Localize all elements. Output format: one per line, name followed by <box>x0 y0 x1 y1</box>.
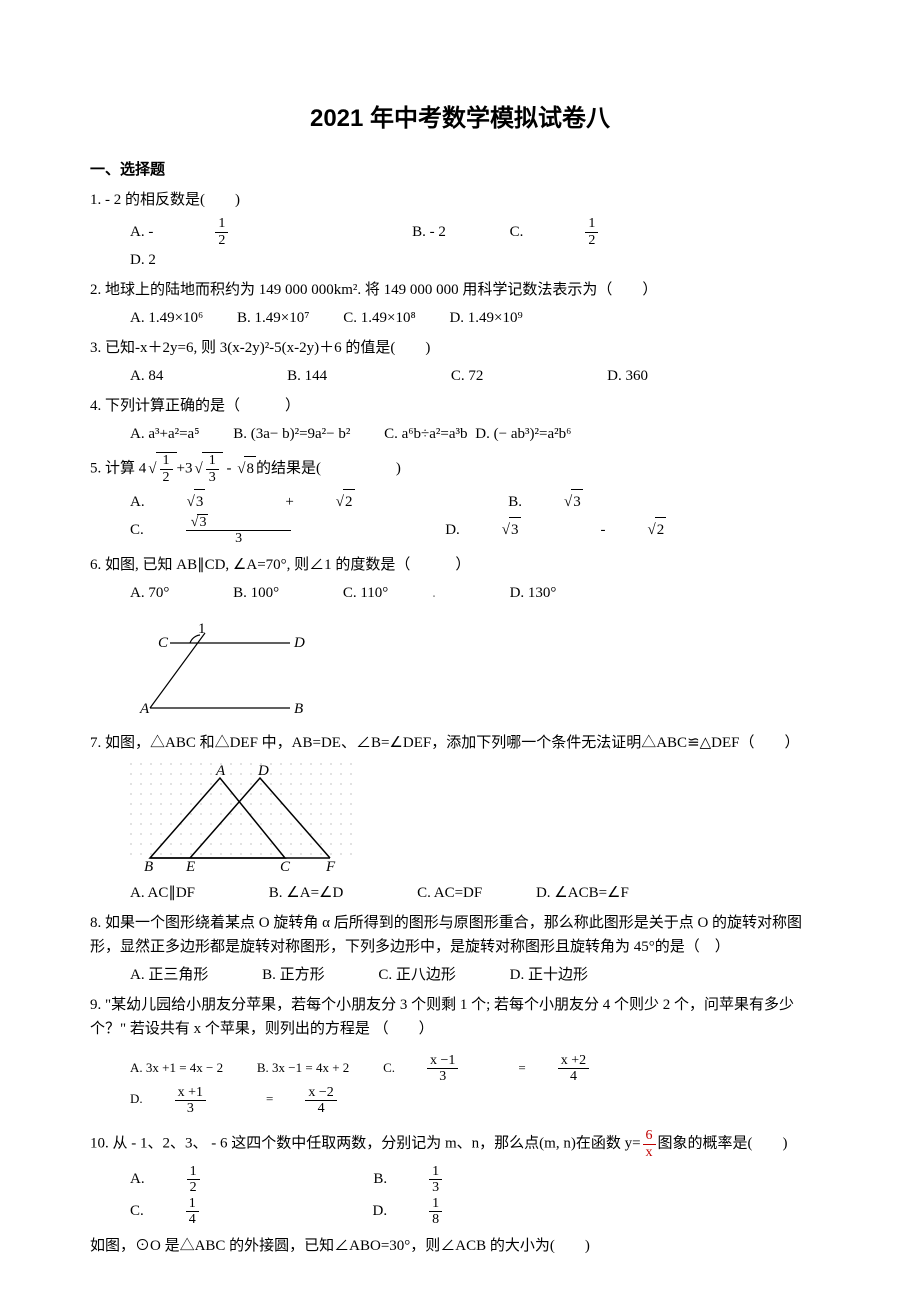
q6-opt-c: C. 110° <box>343 581 388 605</box>
question-1: 1. - 2 的相反数是( ) <box>90 188 830 212</box>
q4-opt-c: C. a⁶b÷a²=a³b <box>384 422 467 446</box>
q6-opt-a: A. 70° <box>130 581 169 605</box>
question-5-options: A. 3 +2 B. 3 C. 33 D. 3 - 2 <box>90 489 830 547</box>
svg-text:1: 1 <box>198 621 206 637</box>
q7-opt-b: B. ∠A=∠D <box>269 881 344 905</box>
q3-opt-d: D. 360 <box>607 364 648 388</box>
question-6: 6. 如图, 已知 AB∥CD, ∠A=70°, 则∠1 的度数是（ ） <box>90 553 830 577</box>
svg-text:B: B <box>294 701 303 717</box>
q10-opt-c: C. 14 <box>130 1196 279 1228</box>
q3-opt-b: B. 144 <box>287 364 327 388</box>
q4-opt-a: A. a³+a²=a⁵ <box>130 422 199 446</box>
q6-figure: C D A B 1 <box>130 613 330 723</box>
q4-opt-b: B. (3a− b)²=9a²− b² <box>233 422 350 446</box>
q5-opt-d: D. 3 - 2 <box>445 517 746 542</box>
question-9-options: A. 3x +1 = 4x − 2 B. 3x −1 = 4x + 2 C. x… <box>90 1053 830 1117</box>
q5-opt-a: A. 3 +2 <box>130 489 435 514</box>
question-9: 9. "某幼儿园给小朋友分苹果，若每个小朋友分 3 个则剩 1 个; 若每个小朋… <box>90 993 830 1041</box>
page-title: 2021 年中考数学模拟试卷八 <box>90 100 830 138</box>
q9-opt-d: D. x +13 = x −24 <box>130 1085 397 1117</box>
question-10-options: A. 12 B. 13 C. 14 D. 18 <box>90 1164 830 1228</box>
svg-text:A: A <box>139 701 150 717</box>
q2-opt-b: B. 1.49×10⁷ <box>237 306 309 330</box>
q9-opt-a: A. 3x +1 = 4x − 2 <box>130 1058 223 1079</box>
q8-opt-a: A. 正三角形 <box>130 963 208 987</box>
q2-opt-a: A. 1.49×10⁶ <box>130 306 203 330</box>
q3-opt-a: A. 84 <box>130 364 163 388</box>
question-4-options: A. a³+a²=a⁵ B. (3a− b)²=9a²− b² C. a⁶b÷a… <box>90 422 830 446</box>
question-2: 2. 地球上的陆地而积约为 149 000 000km². 将 149 000 … <box>90 278 830 302</box>
q6-opt-marker: . <box>432 581 436 605</box>
q4-opt-d: D. (− ab³)²=a²b⁶ <box>475 422 571 446</box>
q10-opt-d: D. 18 <box>373 1196 523 1228</box>
q9-opt-c: C. x −13 = x +24 <box>383 1053 649 1085</box>
q2-opt-c: C. 1.49×10⁸ <box>343 306 415 330</box>
q1-opt-a: A. -12 <box>130 216 348 248</box>
svg-text:B: B <box>144 859 153 873</box>
q5-opt-b: B. 3 <box>508 489 663 514</box>
question-4: 4. 下列计算正确的是（ ） <box>90 394 830 418</box>
section-1-heading: 一、选择题 <box>90 158 830 182</box>
q8-opt-d: D. 正十边形 <box>510 963 588 987</box>
svg-text:D: D <box>257 763 269 779</box>
question-7: 7. 如图，△ABC 和△DEF 中，AB=DE、∠B=∠DEF，添加下列哪一个… <box>90 731 830 755</box>
q1-opt-d: D. 2 <box>130 248 156 272</box>
q5-opt-c: C. 33 <box>130 514 371 547</box>
question-1-options: A. -12 B. - 2 C.12 D. 2 <box>90 216 830 272</box>
svg-text:A: A <box>215 763 226 779</box>
q7-opt-a: A. AC∥DF <box>130 881 195 905</box>
q8-opt-c: C. 正八边形 <box>378 963 456 987</box>
q6-opt-b: B. 100° <box>233 581 279 605</box>
q10-opt-a: A. 12 <box>130 1164 280 1196</box>
q1-opt-b: B. - 2 <box>412 220 446 244</box>
q8-opt-b: B. 正方形 <box>262 963 325 987</box>
question-8: 8. 如果一个图形绕着某点 O 旋转角 α 后所得到的图形与原图形重合，那么称此… <box>90 911 830 959</box>
q6-opt-d: D. 130° <box>510 581 557 605</box>
q9-opt-b: B. 3x −1 = 4x + 2 <box>257 1058 349 1079</box>
q7-opt-d: D. ∠ACB=∠F <box>536 881 629 905</box>
q7-opt-c: C. AC=DF <box>417 881 482 905</box>
question-8-options: A. 正三角形 B. 正方形 C. 正八边形 D. 正十边形 <box>90 963 830 987</box>
question-2-options: A. 1.49×10⁶ B. 1.49×10⁷ C. 1.49×10⁸ D. 1… <box>90 306 830 330</box>
question-6-options: A. 70° B. 100° C. 110° . D. 130° <box>90 581 830 605</box>
svg-text:E: E <box>185 859 195 873</box>
question-7-options: A. AC∥DF B. ∠A=∠D C. AC=DF D. ∠ACB=∠F <box>90 881 830 905</box>
svg-text:D: D <box>293 635 305 651</box>
q2-opt-d: D. 1.49×10⁹ <box>449 306 522 330</box>
question-3-options: A. 84 B. 144 C. 72 D. 360 <box>90 364 830 388</box>
q3-opt-c: C. 72 <box>451 364 484 388</box>
q1-opt-c: C.12 <box>510 216 719 248</box>
svg-text:C: C <box>158 635 169 651</box>
svg-text:C: C <box>280 859 291 873</box>
question-last: 如图，⊙O 是△ABC 的外接圆，已知∠ABO=30°，则∠ACB 的大小为( … <box>90 1234 830 1258</box>
question-10: 10. 从 - 1、2、3、 - 6 这四个数中任取两数，分别记为 m、n，那么… <box>90 1128 830 1160</box>
question-3: 3. 已知-x＋2y=6, 则 3(x-2y)²-5(x-2y)＋6 的值是( … <box>90 336 830 360</box>
svg-text:F: F <box>325 859 336 873</box>
q7-figure: A D B E C F <box>130 763 360 873</box>
question-5: 5. 计算 412+313 - 8的结果是( ) <box>90 452 830 485</box>
q10-opt-b: B. 13 <box>373 1164 522 1196</box>
